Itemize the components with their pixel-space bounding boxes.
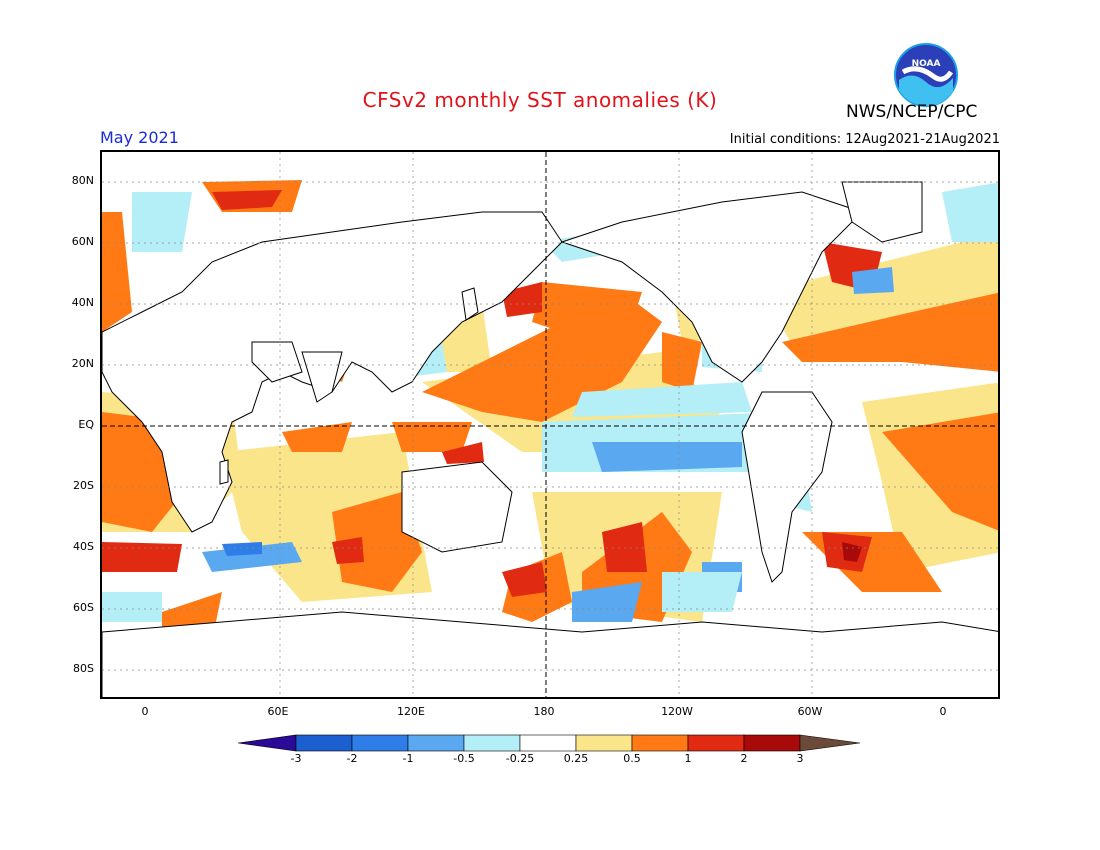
lat-label-80s: 80S <box>73 662 94 675</box>
scale-label-2: 2 <box>740 752 748 765</box>
lat-label-40n: 40N <box>71 296 94 309</box>
scale-label-neg3: -3 <box>290 752 302 765</box>
scale-swatch-9 <box>743 734 801 752</box>
scale-swatch-2 <box>351 734 409 752</box>
scale-label-neg1: -1 <box>402 752 414 765</box>
lat-label-20n: 20N <box>71 357 94 370</box>
lat-label-60n: 60N <box>71 235 94 248</box>
scale-label-neg025: -0.25 <box>505 752 535 765</box>
chart-title: CFSv2 monthly SST anomalies (K) <box>362 88 718 112</box>
scale-swatch-6 <box>575 734 633 752</box>
lat-label-40s: 40S <box>73 540 94 553</box>
scale-label-3: 3 <box>796 752 804 765</box>
lat-label-80n: 80N <box>71 174 94 187</box>
lat-label-20s: 20S <box>73 479 94 492</box>
scale-swatch-7 <box>631 734 689 752</box>
grid-lines <box>102 152 998 697</box>
lon-label-0: 0 <box>141 705 149 718</box>
svg-text:NOAA: NOAA <box>912 59 941 69</box>
scale-arrow-high <box>799 734 861 752</box>
lat-label-60s: 60S <box>73 601 94 614</box>
lon-label-180: 180 <box>533 705 555 718</box>
scale-label-neg2: -2 <box>346 752 358 765</box>
initial-conditions: Initial conditions: 12Aug2021-21Aug2021 <box>729 132 1000 147</box>
lon-label-60e: 60E <box>267 705 289 718</box>
lon-label-0-east: 0 <box>939 705 947 718</box>
sst-anomaly-map <box>100 150 1000 699</box>
noaa-logo: NOAA <box>893 42 959 108</box>
agency-label: NWS/NCEP/CPC <box>846 102 978 122</box>
anomaly-fields <box>102 180 998 642</box>
lat-label-eq: EQ <box>78 418 94 431</box>
scale-swatch-1 <box>295 734 353 752</box>
scale-label-025: 0.25 <box>563 752 589 765</box>
map-canvas <box>102 152 998 697</box>
scale-label-1: 1 <box>684 752 692 765</box>
lon-label-60w: 60W <box>797 705 823 718</box>
lon-label-120w: 120W <box>661 705 693 718</box>
scale-swatch-4 <box>463 734 521 752</box>
color-scale-swatches <box>237 734 861 752</box>
scale-arrow-low <box>237 734 297 752</box>
scale-swatch-8 <box>687 734 745 752</box>
scale-swatch-3 <box>407 734 465 752</box>
scale-swatch-5 <box>519 734 577 752</box>
color-scale-bar <box>237 733 862 757</box>
equator-dateline <box>102 152 998 697</box>
lon-label-120e: 120E <box>397 705 425 718</box>
forecast-month: May 2021 <box>100 128 179 147</box>
scale-label-neg05: -0.5 <box>453 752 475 765</box>
scale-label-05: 0.5 <box>623 752 641 765</box>
